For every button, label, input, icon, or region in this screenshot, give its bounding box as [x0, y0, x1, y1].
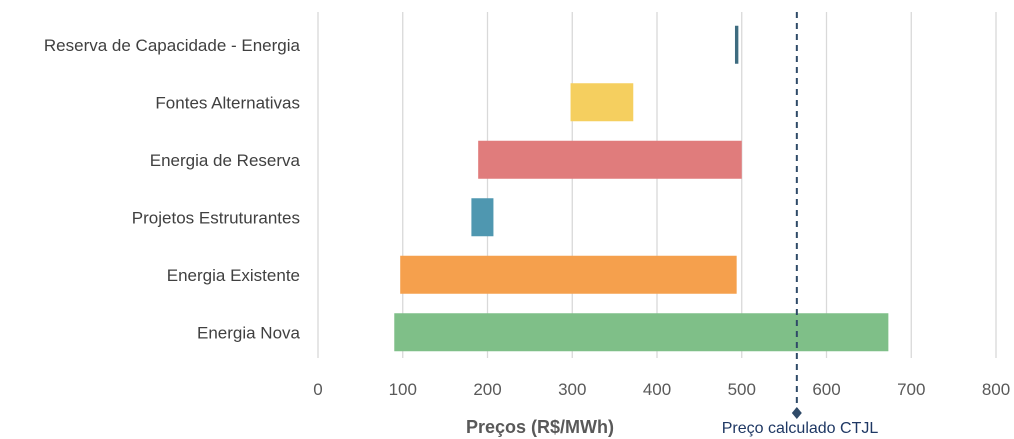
- x-tick-label: 800: [982, 380, 1010, 399]
- range-bar: [570, 83, 634, 122]
- category-label: Projetos Estruturantes: [132, 208, 300, 227]
- category-label: Energia Existente: [167, 266, 300, 285]
- category-label: Energia de Reserva: [150, 151, 301, 170]
- category-labels: Reserva de Capacidade - Energia Fontes Al…: [44, 36, 301, 343]
- range-bar: [471, 198, 494, 237]
- range-bar: [400, 255, 737, 294]
- reference-line-label: Preço calculado CTJL: [722, 420, 879, 437]
- x-tick-label: 200: [473, 380, 501, 399]
- x-tick-labels: 0 100 200 300 400 500 600 700 800: [313, 380, 1010, 399]
- gridlines: [317, 12, 997, 358]
- x-tick-label: 0: [313, 380, 322, 399]
- range-bar: [394, 313, 889, 352]
- category-label: Reserva de Capacidade - Energia: [44, 36, 301, 55]
- range-bars: [394, 25, 889, 352]
- x-tick-label: 100: [389, 380, 417, 399]
- x-tick-label: 400: [643, 380, 671, 399]
- reference-marker: [791, 407, 802, 419]
- x-tick-label: 300: [558, 380, 586, 399]
- x-tick-label: 700: [897, 380, 925, 399]
- x-tick-label: 600: [812, 380, 840, 399]
- range-bar: [734, 25, 739, 64]
- reference-line-group: [791, 12, 802, 419]
- category-label: Fontes Alternativas: [155, 93, 300, 112]
- category-label: Energia Nova: [197, 323, 301, 342]
- range-bar: [478, 140, 742, 179]
- x-axis-title: Preços (R$/MWh): [466, 417, 614, 437]
- x-tick-label: 500: [728, 380, 756, 399]
